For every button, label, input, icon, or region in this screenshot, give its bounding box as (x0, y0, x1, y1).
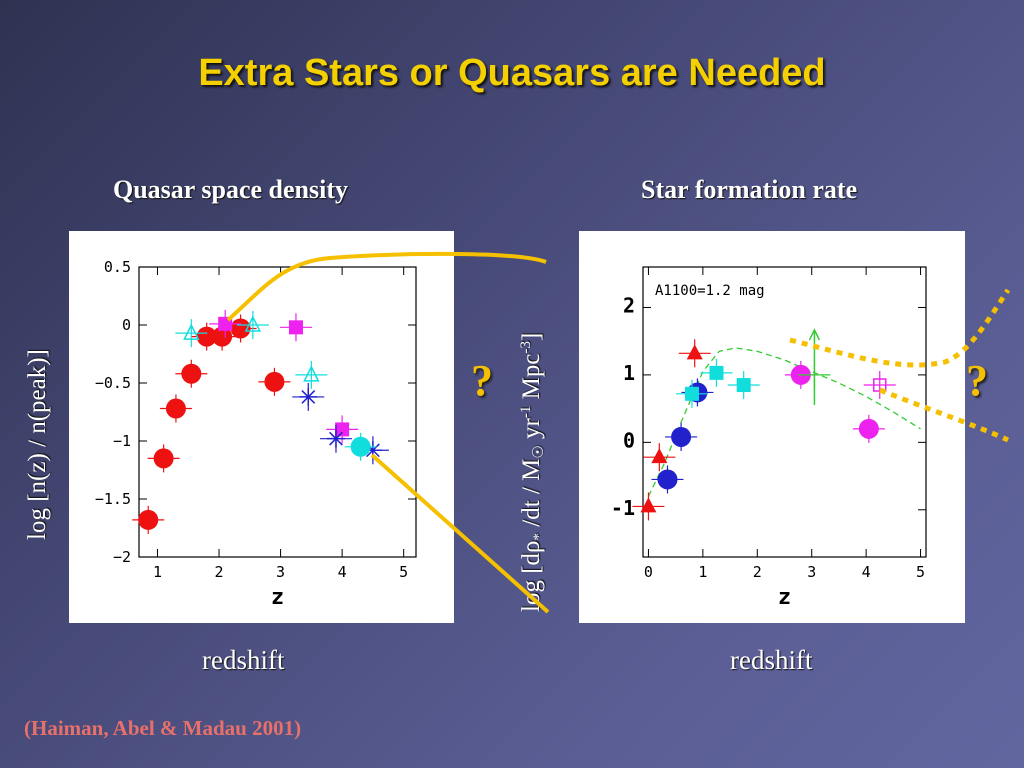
y-tick-label: 0 (122, 316, 131, 334)
x-tick-label: 3 (276, 563, 285, 581)
x-tick-label: 1 (698, 563, 707, 581)
data-point (632, 492, 665, 521)
data-point (258, 367, 291, 396)
left-redshift-label: redshift (202, 645, 285, 675)
arrow-line-bottom (370, 453, 550, 614)
data-point (159, 394, 192, 423)
data-point (175, 359, 208, 388)
y-tick-label: 0 (623, 428, 635, 452)
data-point (665, 422, 698, 451)
x-tick-label: 2 (753, 563, 762, 581)
left-heading: Quasar space density (113, 175, 348, 204)
data-point (727, 371, 760, 400)
star-formation-plot: 0 1 2 3 4 5 2 1 0 -1 A1100=1.2 mag z (611, 266, 927, 610)
data-point (675, 379, 708, 408)
data-point (147, 444, 180, 473)
data-point (643, 443, 676, 472)
plot-frame (138, 266, 417, 558)
data-point (279, 313, 312, 342)
y-tick-label: −0.5 (95, 374, 131, 392)
data-point (651, 465, 684, 494)
x-tick-label: 1 (153, 563, 162, 581)
y-tick-label: 1 (623, 361, 635, 385)
right-heading: Star formation rate (641, 175, 858, 204)
question-mark-left: ? (471, 356, 493, 405)
x-axis-z-label: z (271, 585, 284, 610)
data-point (319, 424, 352, 453)
x-tick-label: 3 (807, 563, 816, 581)
citation: (Haiman, Abel & Madau 2001) (24, 716, 302, 740)
data-point (295, 360, 328, 389)
x-tick-label: 0 (644, 563, 653, 581)
data-point (852, 414, 885, 443)
arrow-curve-top (226, 251, 547, 322)
y-tick-label: −1 (113, 432, 131, 450)
quasar-density-plot: 1 2 3 4 5 0.5 0 −0.5 −1 −1.5 −2 z (95, 258, 417, 610)
data-point (344, 432, 377, 461)
dotted-extrapolation-lower (879, 387, 1010, 443)
plot-frame (642, 266, 927, 558)
data-point (292, 382, 325, 411)
data-point (700, 358, 733, 387)
x-tick-label: 2 (215, 563, 224, 581)
y-tick-label: −2 (113, 548, 131, 566)
right-redshift-label: redshift (730, 645, 813, 675)
extinction-annotation: A1100=1.2 mag (655, 283, 765, 299)
question-mark-right: ? (966, 356, 988, 405)
data-point (175, 319, 208, 348)
y-tick-label: 0.5 (104, 258, 131, 276)
dotted-extrapolation-upper (789, 288, 1011, 368)
y-tick-label: -1 (611, 496, 635, 520)
data-point (236, 311, 269, 339)
x-tick-label: 4 (338, 563, 347, 581)
x-tick-label: 5 (399, 563, 408, 581)
y-tick-label: 2 (623, 293, 635, 317)
data-point (678, 339, 711, 368)
quasar-density-chart: 1 2 3 4 5 0.5 0 −0.5 −1 −1.5 −2 z (69, 231, 454, 623)
x-axis-z-label: z (778, 585, 791, 610)
data-point (798, 328, 831, 405)
x-tick-label: 5 (916, 563, 925, 581)
x-tick-label: 4 (862, 563, 871, 581)
model-curve (647, 347, 921, 497)
data-point (132, 505, 165, 534)
slide-title: Extra Stars or Quasars are Needed (198, 52, 826, 94)
y-tick-label: −1.5 (95, 490, 131, 508)
star-formation-chart: 0 1 2 3 4 5 2 1 0 -1 A1100=1.2 mag z (579, 231, 965, 623)
